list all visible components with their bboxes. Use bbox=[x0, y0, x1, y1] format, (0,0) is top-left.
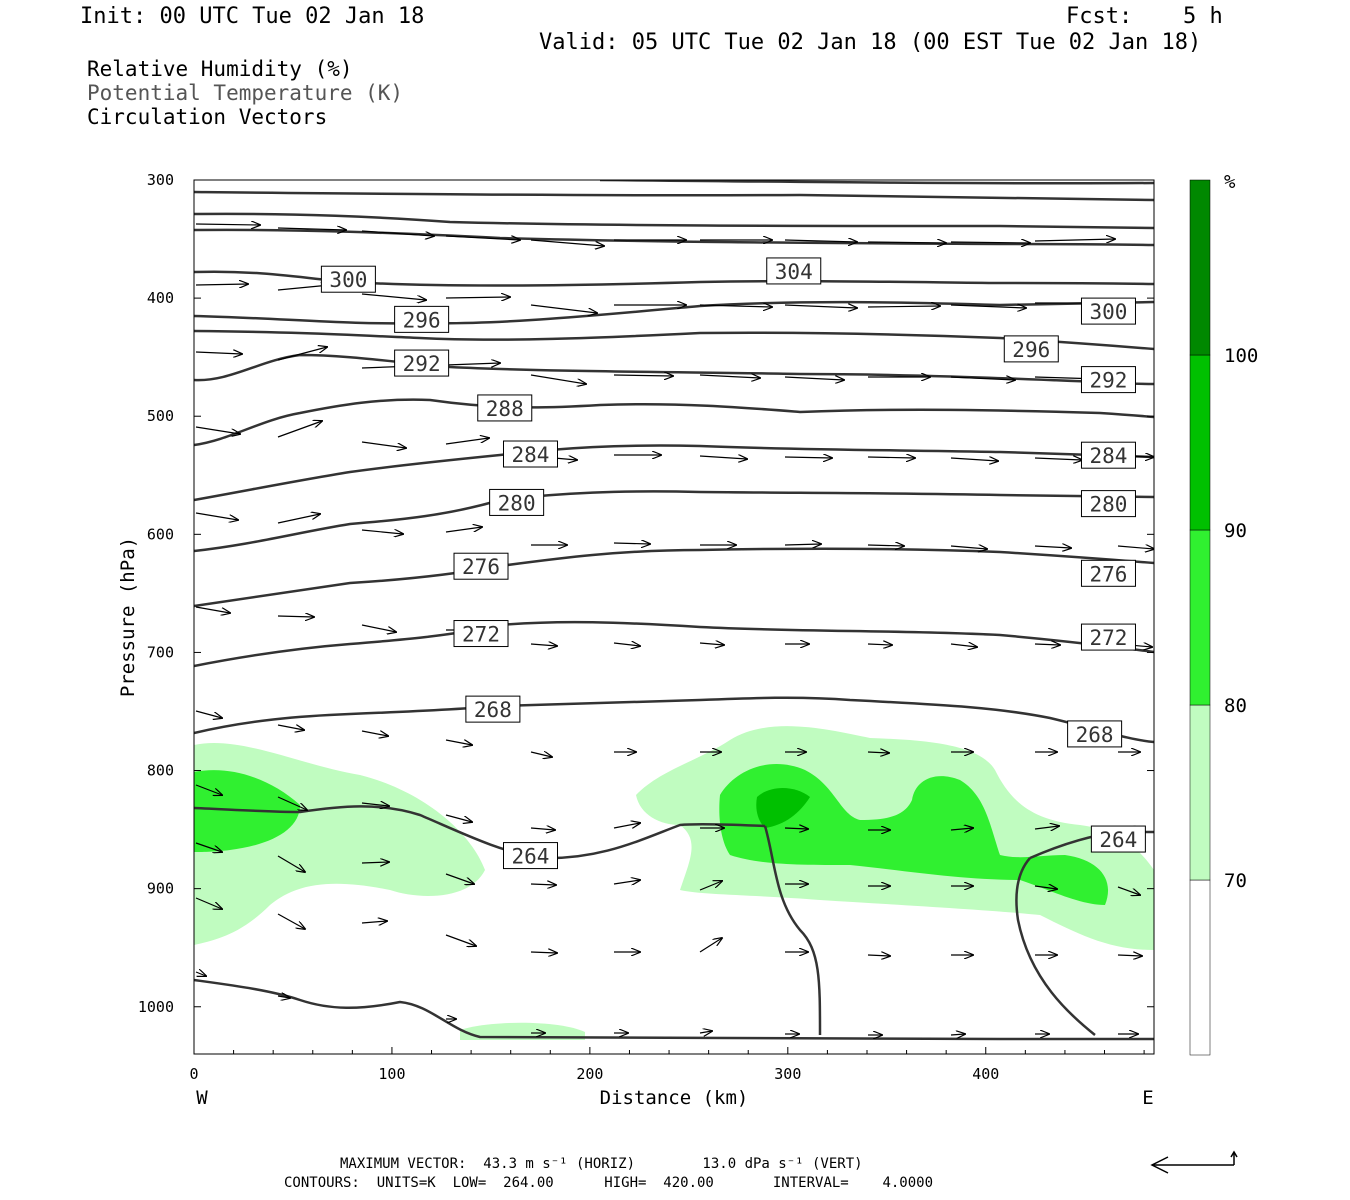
rh-70-80-surface bbox=[460, 1022, 585, 1040]
theta-contour-labels: 300 304 296 300 296 292 292 288 284 284 280 280 276 2… bbox=[320, 257, 1146, 870]
colorbar-unit: % bbox=[1224, 171, 1236, 193]
colorbar-level-label: 90 bbox=[1224, 520, 1247, 542]
max-vector-info: MAXIMUM VECTOR: 43.3 m s⁻¹ (HORIZ) 13.0 … bbox=[340, 1156, 863, 1172]
svg-text:268: 268 bbox=[1076, 723, 1114, 747]
theta-contour-label: 272 bbox=[453, 620, 509, 648]
y-tick-label: 800 bbox=[147, 762, 174, 780]
theta-contour-label: 288 bbox=[477, 394, 533, 422]
rh-90-100-core bbox=[756, 788, 810, 828]
y-tick-label: 1000 bbox=[138, 998, 174, 1016]
reference-vector bbox=[1150, 1150, 1238, 1174]
svg-text:284: 284 bbox=[512, 443, 550, 467]
x-axis-west-label: W bbox=[196, 1087, 208, 1109]
theta-contour-label: 292 bbox=[394, 349, 450, 377]
valid-time: Valid: 05 UTC Tue 02 Jan 18 (00 EST Tue … bbox=[539, 30, 1202, 55]
y-tick-label: 300 bbox=[147, 171, 174, 189]
y-tick-label: 500 bbox=[147, 407, 174, 425]
svg-text:296: 296 bbox=[403, 308, 441, 332]
colorbar-band-below-70 bbox=[1189, 879, 1211, 1056]
svg-text:296: 296 bbox=[1012, 338, 1050, 362]
theta-contour-label: 280 bbox=[1080, 490, 1136, 518]
svg-text:292: 292 bbox=[403, 352, 441, 376]
y-axis-label: Pressure (hPa) bbox=[117, 537, 139, 697]
y-tick-label: 900 bbox=[147, 880, 174, 898]
humidity-shading bbox=[194, 726, 1154, 1040]
y-tick-label: 400 bbox=[147, 289, 174, 307]
theta-contour-label: 296 bbox=[1003, 335, 1059, 363]
init-time: Init: 00 UTC Tue 02 Jan 18 bbox=[80, 4, 425, 29]
svg-text:304: 304 bbox=[775, 260, 813, 284]
x-tick-label: 400 bbox=[972, 1065, 999, 1083]
svg-text:264: 264 bbox=[1099, 828, 1137, 852]
colorbar-band-above-100 bbox=[1189, 179, 1211, 356]
forecast-label: Fcst: bbox=[1066, 4, 1133, 29]
theta-contour-label: 264 bbox=[1090, 825, 1146, 853]
colorbar-level-label: 70 bbox=[1224, 870, 1247, 892]
colorbar-level-label: 100 bbox=[1224, 345, 1258, 367]
x-tick-label: 300 bbox=[774, 1065, 801, 1083]
svg-text:284: 284 bbox=[1090, 444, 1128, 468]
colorbar-level-label: 80 bbox=[1224, 695, 1247, 717]
legend-relative-humidity: Relative Humidity (%) bbox=[87, 57, 353, 81]
theta-contour-label: 300 bbox=[320, 265, 376, 293]
theta-contour-label: 280 bbox=[489, 488, 545, 516]
circulation-vectors bbox=[195, 224, 1154, 1035]
svg-text:272: 272 bbox=[462, 623, 500, 647]
x-tick-label: 200 bbox=[576, 1065, 603, 1083]
colorbar-labels: 70 80 90 100 bbox=[1224, 345, 1258, 892]
plot-frame bbox=[193, 179, 1155, 1055]
axes: 0 100 200 300 400 300 400 500 600 700 800 900 1000 bbox=[138, 171, 1154, 1083]
theta-contour-label: 276 bbox=[1080, 559, 1136, 587]
rh-80-90-right bbox=[719, 764, 1109, 905]
theta-contour-label: 272 bbox=[1080, 623, 1136, 651]
theta-contour-label: 268 bbox=[465, 695, 521, 723]
svg-text:280: 280 bbox=[1090, 493, 1128, 517]
svg-text:268: 268 bbox=[474, 698, 512, 722]
theta-contour-label: 300 bbox=[1080, 297, 1136, 325]
svg-text:276: 276 bbox=[1090, 562, 1128, 586]
colorbar-band-70-80 bbox=[1189, 704, 1211, 881]
theta-contour-label: 276 bbox=[453, 552, 509, 580]
svg-text:280: 280 bbox=[498, 491, 536, 515]
theta-contour-label: 284 bbox=[1080, 441, 1136, 469]
svg-text:300: 300 bbox=[329, 268, 367, 292]
svg-text:272: 272 bbox=[1090, 626, 1128, 650]
legend-circulation-vectors: Circulation Vectors bbox=[87, 105, 328, 129]
svg-text:276: 276 bbox=[462, 555, 500, 579]
theta-contour-label: 268 bbox=[1067, 720, 1123, 748]
colorbar: % 70 80 90 100 bbox=[1189, 171, 1258, 1056]
x-tick-label: 100 bbox=[378, 1065, 405, 1083]
x-axis-east-label: E bbox=[1142, 1087, 1153, 1109]
y-tick-label: 600 bbox=[147, 525, 174, 543]
theta-contour-label: 304 bbox=[766, 257, 822, 285]
legend-potential-temperature: Potential Temperature (K) bbox=[87, 81, 404, 105]
colorbar-band-80-90 bbox=[1189, 529, 1211, 706]
svg-text:264: 264 bbox=[512, 845, 550, 869]
theta-contour-label: 296 bbox=[394, 305, 450, 333]
svg-text:292: 292 bbox=[1090, 369, 1128, 393]
y-tick-label: 700 bbox=[147, 643, 174, 661]
x-tick-label: 0 bbox=[189, 1065, 198, 1083]
x-axis-label: Distance (km) bbox=[600, 1087, 749, 1109]
theta-contour-label: 292 bbox=[1080, 366, 1136, 394]
theta-contour-label: 264 bbox=[502, 842, 558, 870]
forecast-hours: 5 h bbox=[1183, 4, 1223, 29]
svg-text:288: 288 bbox=[486, 397, 524, 421]
theta-contour-label: 284 bbox=[502, 440, 558, 468]
colorbar-band-90-100 bbox=[1189, 354, 1211, 531]
svg-text:300: 300 bbox=[1090, 300, 1128, 324]
contour-info: CONTOURS: UNITS=K LOW= 264.00 HIGH= 420.… bbox=[284, 1175, 934, 1191]
